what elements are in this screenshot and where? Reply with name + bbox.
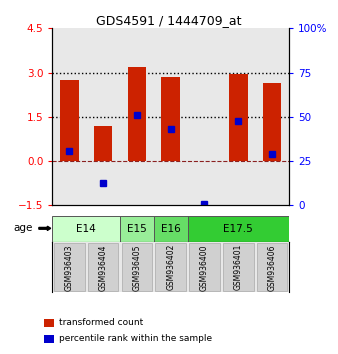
- Text: GSM936406: GSM936406: [268, 244, 276, 291]
- Text: transformed count: transformed count: [59, 318, 143, 327]
- Bar: [120, 216, 154, 242]
- Text: GSM936401: GSM936401: [234, 244, 243, 291]
- FancyBboxPatch shape: [223, 244, 254, 291]
- Bar: [229, 74, 247, 161]
- Text: E14: E14: [76, 224, 96, 234]
- Bar: [60, 80, 78, 161]
- Text: E15: E15: [127, 224, 147, 234]
- Text: age: age: [14, 223, 33, 233]
- Text: E16: E16: [161, 224, 180, 234]
- FancyBboxPatch shape: [88, 244, 118, 291]
- Bar: [154, 216, 188, 242]
- Bar: [52, 216, 120, 242]
- FancyBboxPatch shape: [189, 244, 220, 291]
- Text: GSM936404: GSM936404: [99, 244, 107, 291]
- Bar: [162, 77, 180, 161]
- Bar: [263, 83, 281, 161]
- FancyBboxPatch shape: [54, 244, 84, 291]
- Bar: [94, 126, 113, 161]
- Bar: [188, 216, 289, 242]
- Text: GDS4591 / 1444709_at: GDS4591 / 1444709_at: [96, 14, 242, 27]
- FancyBboxPatch shape: [122, 244, 152, 291]
- Bar: [128, 67, 146, 161]
- Text: percentile rank within the sample: percentile rank within the sample: [59, 334, 212, 343]
- FancyBboxPatch shape: [257, 244, 287, 291]
- Text: E17.5: E17.5: [223, 224, 253, 234]
- Text: GSM936403: GSM936403: [65, 244, 74, 291]
- Text: GSM936402: GSM936402: [166, 244, 175, 291]
- Text: GSM936405: GSM936405: [132, 244, 141, 291]
- Text: GSM936400: GSM936400: [200, 244, 209, 291]
- FancyBboxPatch shape: [155, 244, 186, 291]
